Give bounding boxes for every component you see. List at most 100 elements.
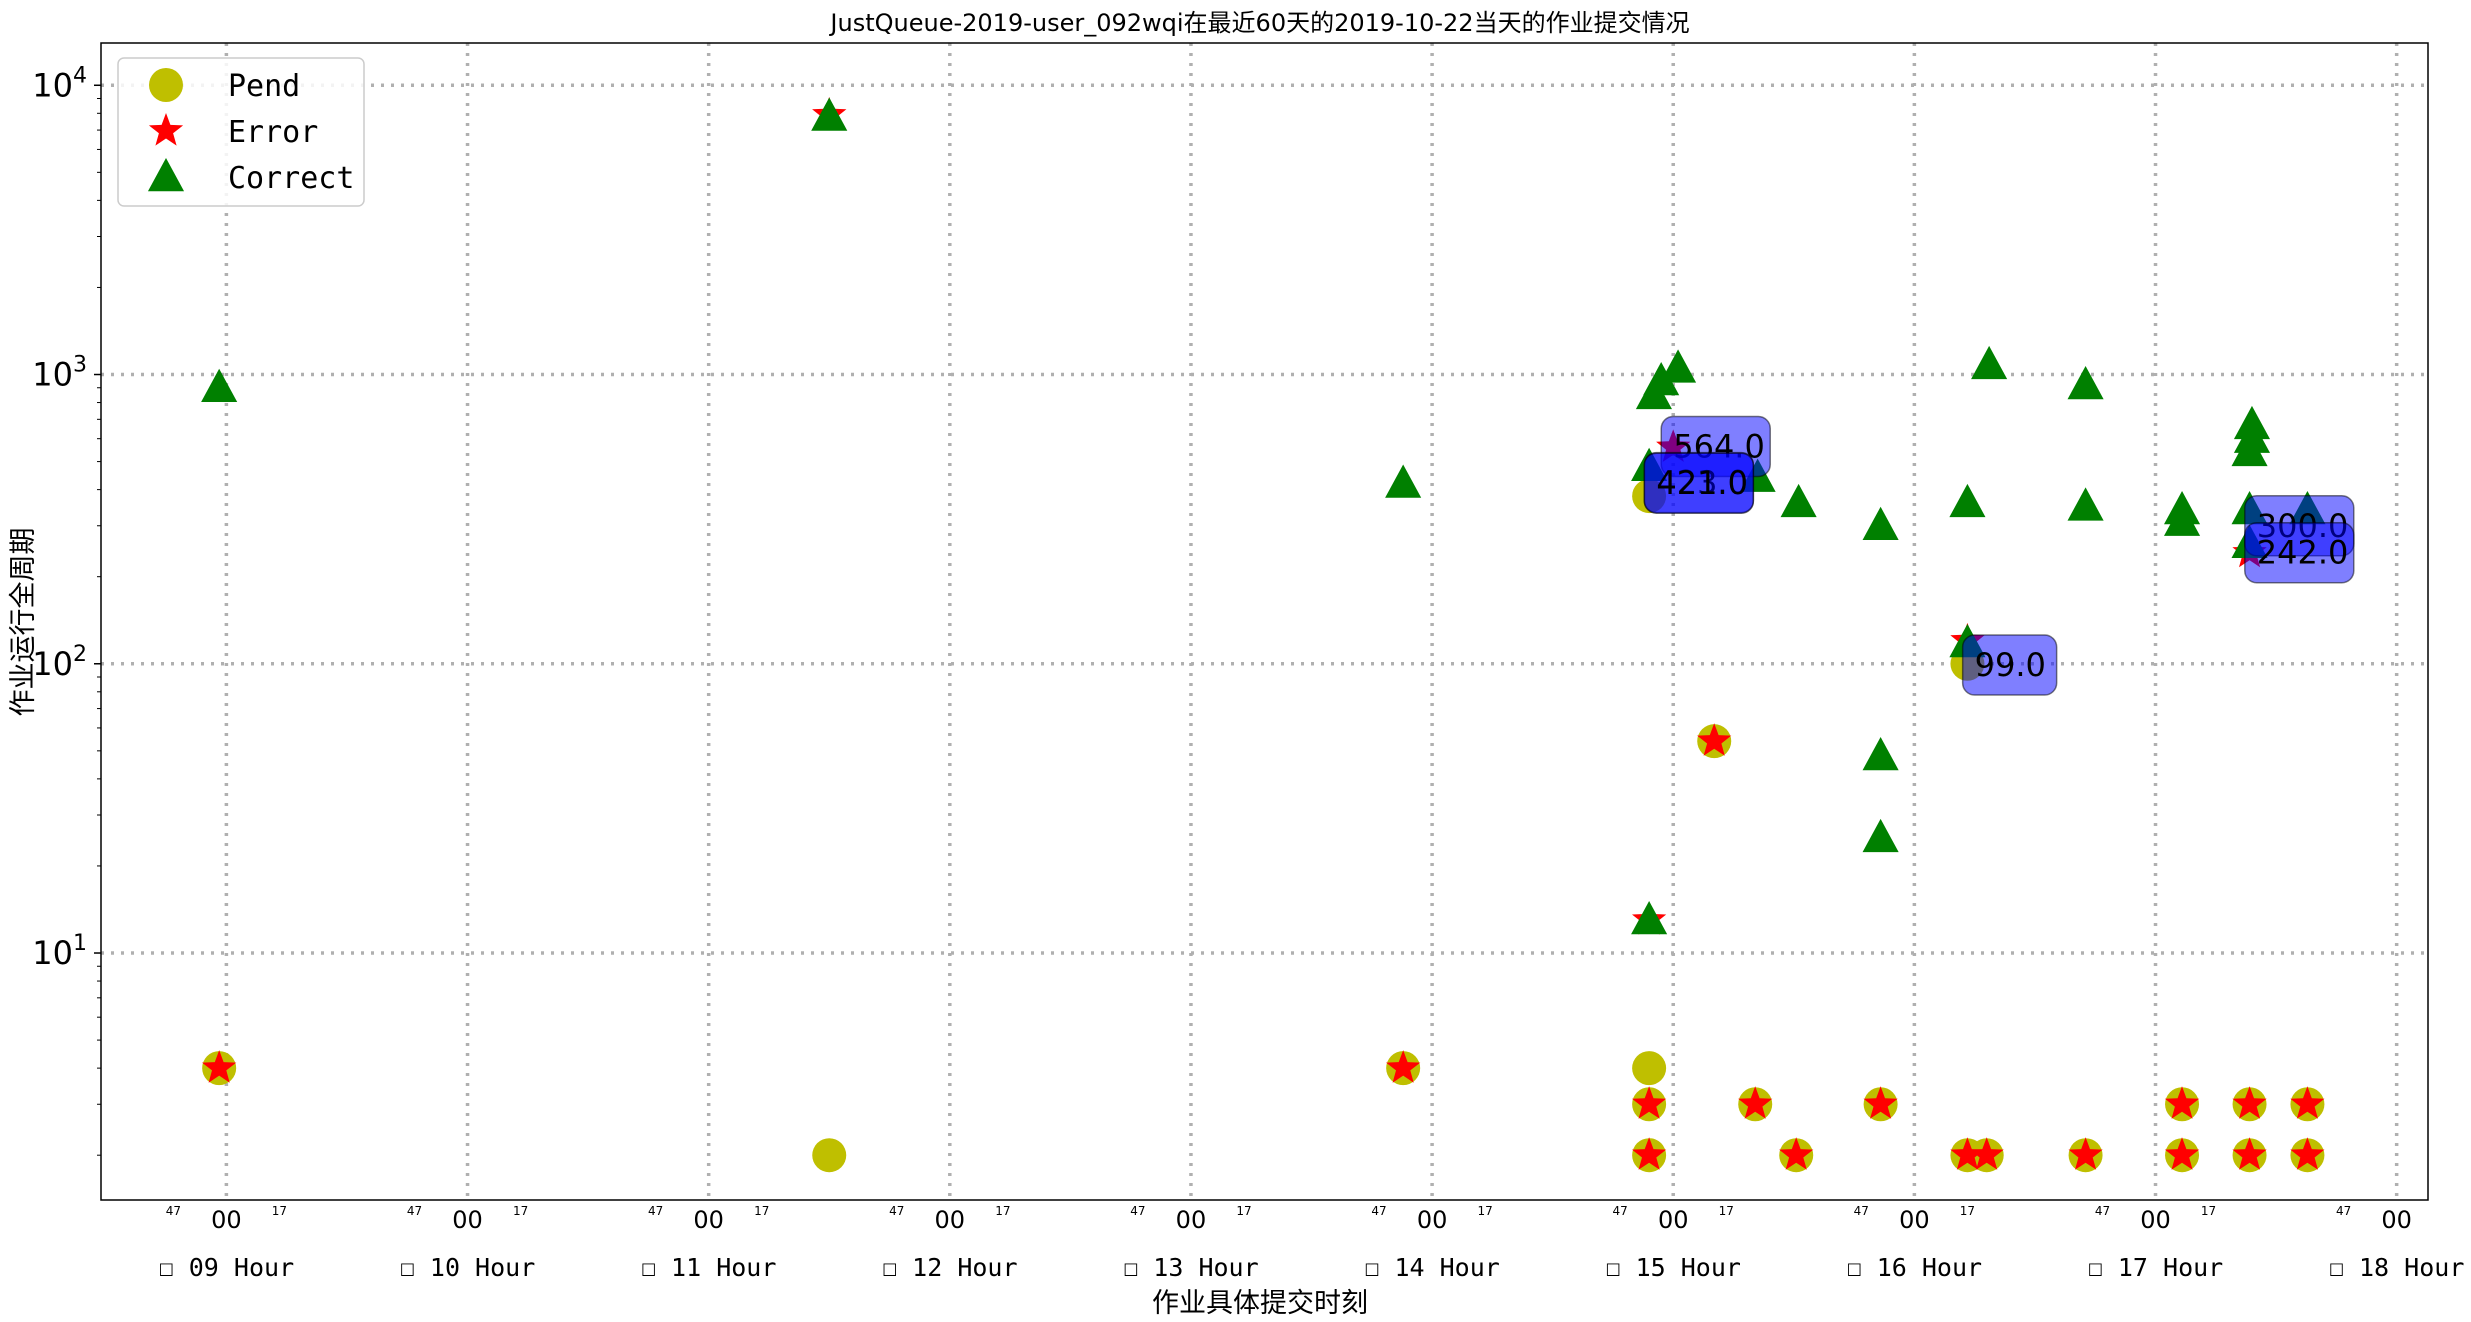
- data-point-correct: [1862, 506, 1899, 541]
- data-point-pend: [812, 1138, 847, 1173]
- data-point-correct: [1631, 901, 1668, 935]
- data-point-correct: [1643, 361, 1680, 396]
- x-tick-label: 00: [2381, 1206, 2412, 1234]
- data-point-correct: [1862, 736, 1899, 771]
- x-hour-label: ☐ 17 Hour: [2088, 1253, 2223, 1282]
- x-minor-label: 47: [1613, 1204, 1628, 1218]
- x-tick-label: 00: [1658, 1206, 1689, 1234]
- data-point-error: [2232, 1137, 2267, 1170]
- data-point-correct: [1971, 345, 2008, 380]
- x-minor-label: 47: [889, 1204, 904, 1218]
- x-minor-label: 17: [1960, 1204, 1975, 1218]
- x-hour-label: ☐ 18 Hour: [2329, 1253, 2464, 1282]
- y-tick-label: 104: [32, 63, 87, 104]
- x-hour-label: ☐ 15 Hour: [1605, 1253, 1740, 1282]
- data-point-error: [1738, 1086, 1773, 1119]
- data-point-error: [1386, 1050, 1421, 1083]
- x-minor-label: 17: [272, 1204, 287, 1218]
- data-point-error: [2068, 1137, 2103, 1170]
- x-hour-label: ☐ 14 Hour: [1364, 1253, 1499, 1282]
- y-tick-label: 101: [32, 931, 87, 972]
- data-point-error: [1632, 1137, 1667, 1170]
- x-tick-label: 00: [693, 1206, 724, 1234]
- data-point-correct: [2233, 419, 2271, 453]
- annotation-label: 242.0: [2257, 534, 2349, 572]
- data-point-correct: [2163, 502, 2201, 536]
- x-axis: 00 47 17 ☐ 09 Hour 00 47 17 ☐ 10 Hour 00 47 17 ☐ 11…: [159, 1204, 2465, 1282]
- data-point-correct: [1862, 818, 1899, 853]
- grid-lines: [101, 43, 2428, 1200]
- x-tick-label: 00: [452, 1206, 483, 1234]
- data-point-correct: [2067, 487, 2104, 521]
- data-point-error: [1779, 1137, 1814, 1170]
- plot-frame: [100, 42, 2429, 1201]
- x-tick-label: 00: [1899, 1206, 1930, 1234]
- annotation-box: [2244, 521, 2355, 584]
- x-hour-label: ☐ 12 Hour: [882, 1253, 1017, 1282]
- data-point-correct: [1660, 349, 1697, 383]
- x-tick-label: 00: [1417, 1206, 1448, 1234]
- legend-label: Correct: [228, 161, 354, 196]
- x-minor-label: 47: [2095, 1204, 2110, 1218]
- annotation-label: 421.0: [1656, 464, 1748, 502]
- y-tick-label: 102: [32, 642, 87, 683]
- data-point-error: [2290, 1086, 2325, 1119]
- x-minor-label: 17: [2201, 1204, 2216, 1218]
- data-point-error: [2232, 1086, 2267, 1119]
- x-hour-label: ☐ 13 Hour: [1123, 1253, 1258, 1282]
- data-point-error: [1697, 723, 1732, 756]
- data-point-error: [1632, 1086, 1667, 1119]
- legend-marker-pend: [149, 68, 183, 102]
- x-minor-label: 47: [2336, 1204, 2351, 1218]
- annotation-box: [1643, 452, 1755, 514]
- x-minor-label: 17: [754, 1204, 769, 1218]
- legend-label: Error: [228, 115, 318, 150]
- data-point-error: [1863, 1086, 1898, 1119]
- data-point-correct: [2067, 365, 2104, 400]
- x-minor-label: 47: [166, 1204, 181, 1218]
- y-tick-label: 103: [32, 353, 87, 394]
- x-tick-label: 00: [211, 1206, 242, 1234]
- data-point-error: [2290, 1137, 2325, 1170]
- x-minor-label: 17: [1236, 1204, 1251, 1218]
- data-point-correct: [1385, 464, 1422, 498]
- data-point-pend: [1632, 1051, 1667, 1086]
- x-minor-label: 17: [513, 1204, 528, 1218]
- data-point-correct: [201, 368, 238, 403]
- y-axis-label: 作业运行全周期: [8, 528, 39, 717]
- x-minor-label: 47: [407, 1204, 422, 1218]
- data-point-correct: [1780, 483, 1817, 518]
- x-hour-label: ☐ 16 Hour: [1847, 1253, 1982, 1282]
- legend-marker-correct: [147, 158, 185, 192]
- data-point-error: [2164, 1086, 2200, 1119]
- x-hour-label: ☐ 09 Hour: [159, 1253, 294, 1282]
- x-hour-label: ☐ 10 Hour: [400, 1253, 535, 1282]
- x-minor-label: 17: [995, 1204, 1010, 1218]
- chart-title: JustQueue-2019-user_092wqi在最近60天的2019-10…: [828, 9, 1689, 37]
- x-minor-label: 47: [1854, 1204, 1869, 1218]
- data-point-correct: [1949, 483, 1986, 518]
- data-point-correct: [2231, 432, 2268, 467]
- annotation-label: 99.0: [1975, 646, 2046, 684]
- x-minor-label: 17: [1478, 1204, 1493, 1218]
- x-tick-label: 00: [1176, 1206, 1207, 1234]
- x-minor-label: 47: [1371, 1204, 1386, 1218]
- x-tick-label: 00: [2140, 1206, 2171, 1234]
- legend: Pend Error Correct: [117, 57, 365, 207]
- data-point-correct: [811, 97, 848, 131]
- annotation-box: [1961, 634, 2058, 696]
- x-minor-label: 47: [648, 1204, 663, 1218]
- legend-label: Pend: [228, 69, 300, 104]
- data-point-error: [1950, 1137, 1985, 1170]
- x-minor-label: 17: [1719, 1204, 1734, 1218]
- data-point-error: [1969, 1137, 2004, 1170]
- x-axis-label: 作业具体提交时刻: [1152, 1288, 1368, 1319]
- x-hour-label: ☐ 11 Hour: [641, 1253, 776, 1282]
- legend-marker-error: [148, 113, 184, 146]
- data-marks: [201, 96, 2326, 1173]
- y-axis: 101 102 103 104: [32, 63, 101, 1156]
- x-minor-label: 47: [1130, 1204, 1145, 1218]
- data-point-error: [2164, 1137, 2200, 1170]
